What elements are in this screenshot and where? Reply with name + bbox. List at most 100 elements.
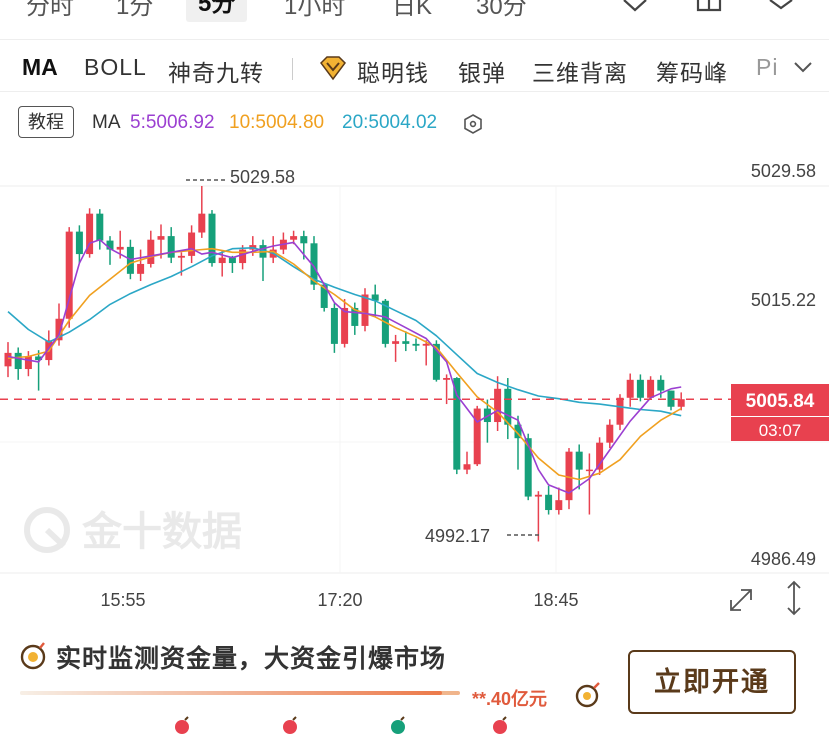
candle-body	[341, 307, 349, 344]
candle-body	[106, 240, 114, 250]
candle-body	[647, 379, 655, 398]
draw-tool-icon[interactable]	[620, 0, 650, 16]
candle-body	[524, 438, 532, 497]
promo-banner: 实时监测资金量，大资金引爆市场 **.40亿元 立即开通	[0, 625, 829, 748]
candle-body	[443, 378, 451, 380]
candle-body	[116, 246, 124, 250]
bomb-small-icon	[575, 682, 600, 708]
candle-body	[198, 213, 206, 233]
settings-icon[interactable]	[766, 0, 796, 16]
ma20-value: 20:5004.02	[342, 112, 438, 133]
red-marker-icon-2	[283, 716, 297, 734]
candle-body	[167, 236, 175, 258]
candle-body	[300, 236, 308, 244]
candle-body	[626, 379, 634, 398]
price-axis-label-2: 4986.49	[751, 549, 816, 569]
tab-5min[interactable]: 5分	[186, 0, 248, 22]
candle-body	[310, 243, 318, 285]
fund-progress-bar	[20, 691, 460, 695]
candle-body	[330, 307, 338, 344]
candle-body	[177, 255, 185, 258]
indicator-3d-divergence[interactable]: 三维背离	[532, 60, 628, 86]
candlestick-chart[interactable]: 金十数据 5029.58 4992.17 5005.84 03:07 5029.…	[0, 140, 829, 625]
promo-title: 实时监测资金量，大资金引爆市场	[56, 645, 447, 673]
candle-body	[545, 494, 553, 511]
high-label: 5029.58	[230, 167, 295, 187]
time-axis-label-2: 18:45	[533, 590, 578, 610]
tab-1hour[interactable]: 1小时	[284, 0, 346, 20]
candle-body	[65, 231, 73, 319]
candles-group	[4, 186, 685, 542]
countdown-value: 03:07	[759, 421, 802, 440]
current-price-value: 5005.84	[746, 391, 815, 412]
timeframe-tabs: 分时 1分 5分 1小时 日K 30分	[0, 0, 829, 40]
candle-body	[463, 464, 471, 470]
ma10-value: 10:5004.80	[229, 112, 325, 133]
activate-button[interactable]: 立即开通	[628, 650, 796, 714]
candle-body	[616, 397, 624, 425]
tab-30min[interactable]: 30分	[476, 0, 527, 20]
candle-body	[555, 500, 563, 511]
ma-lines-group	[7, 238, 682, 494]
candle-body	[596, 442, 604, 470]
fund-progress-fill	[20, 691, 443, 695]
ma5-line	[7, 238, 682, 494]
ma-settings-icon[interactable]	[462, 113, 484, 135]
candle-body	[290, 236, 298, 240]
candle-body	[432, 343, 440, 380]
candle-body	[575, 451, 583, 470]
candle-body	[228, 257, 236, 264]
candle-body	[392, 341, 400, 344]
candle-body	[677, 399, 685, 407]
red-marker-icon-3	[493, 716, 507, 734]
ma10-line	[7, 247, 682, 481]
indicator-pi[interactable]: Pi	[756, 54, 779, 80]
indicator-separator	[292, 58, 293, 80]
tutorial-button[interactable]: 教程	[18, 106, 74, 138]
candle-body	[188, 232, 196, 256]
candle-body	[361, 294, 369, 326]
candle-body	[585, 469, 593, 472]
candle-body	[96, 213, 104, 241]
candle-body	[75, 231, 83, 255]
tab-intraday[interactable]: 分时	[26, 0, 74, 20]
red-marker-icon	[175, 716, 189, 734]
candle-body	[24, 356, 32, 370]
indicator-silver-bullet[interactable]: 银弹	[458, 60, 506, 86]
countdown-tag	[731, 417, 829, 441]
candle-body	[14, 352, 22, 370]
indicator-boll[interactable]: BOLL	[84, 54, 147, 80]
indicator-ma[interactable]: MA	[22, 54, 58, 80]
tab-daily[interactable]: 日K	[392, 0, 433, 20]
vertical-scale-icon[interactable]	[787, 580, 801, 616]
chevron-down-icon[interactable]	[792, 60, 814, 74]
indicator-smart-money[interactable]: 聪明钱	[357, 60, 429, 86]
candle-body	[494, 388, 502, 423]
candle-body	[402, 341, 410, 344]
ma20-line	[7, 247, 682, 417]
bomb-icon	[20, 642, 46, 670]
candle-body	[422, 343, 430, 346]
indicator-bar: MA BOLL 神奇九转 聪明钱 银弹 三维背离 筹码峰 Pi	[0, 44, 829, 92]
current-price-tag	[731, 384, 829, 416]
candle-body	[55, 318, 63, 341]
ma5-value: 5:5006.92	[130, 112, 215, 133]
watermark: 金十数据	[24, 507, 242, 554]
candle-body	[504, 388, 512, 425]
fullscreen-icon[interactable]	[730, 589, 752, 611]
indicator-chip-peak[interactable]: 筹码峰	[656, 60, 728, 86]
candle-body	[351, 307, 359, 326]
layout-icon[interactable]	[694, 0, 724, 16]
low-label: 4992.17	[425, 526, 490, 546]
candle-body	[4, 352, 12, 367]
candle-body	[636, 379, 644, 398]
tab-1min[interactable]: 1分	[116, 0, 154, 20]
ma-label: MA	[92, 112, 121, 133]
candle-body	[565, 451, 573, 501]
watermark-text: 金十数据	[81, 509, 242, 554]
indicator-magic-nine[interactable]: 神奇九转	[168, 60, 264, 86]
candle-body	[35, 356, 43, 361]
candle-body	[534, 494, 542, 497]
candle-body	[412, 343, 420, 346]
candle-body	[371, 294, 379, 301]
